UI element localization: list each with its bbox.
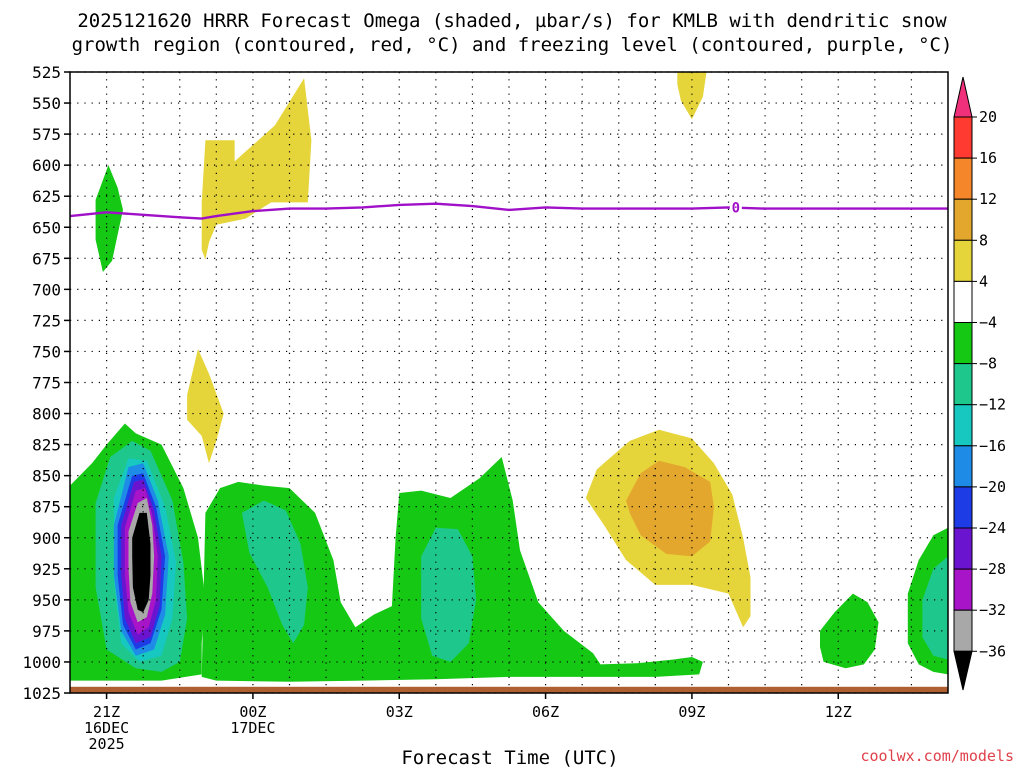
omega-region-green-upper-21z <box>95 165 123 272</box>
colorbar-label-5: −4 <box>979 314 997 332</box>
y-tick-label-525: 525 <box>32 63 61 82</box>
colorbar-label-1: 16 <box>979 149 997 167</box>
colorbar-label-9: −20 <box>979 478 1006 496</box>
freezing-level-label: 0 <box>732 200 740 216</box>
colorbar-label-0: 20 <box>979 108 997 126</box>
y-tick-label-825: 825 <box>32 436 61 455</box>
colorbar-label-8: −16 <box>979 437 1006 455</box>
colorbar-label-13: −36 <box>979 642 1006 660</box>
y-tick-label-675: 675 <box>32 249 61 268</box>
x-tick-label-06Z-1: 06Z <box>532 703 559 721</box>
omega-region-black-low-21z <box>132 512 151 613</box>
y-tick-label-850: 850 <box>32 467 61 486</box>
omega-region-orange-low-0800 <box>626 460 714 557</box>
colorbar-band-9 <box>953 445 973 488</box>
colorbar-label-10: −24 <box>979 519 1006 537</box>
y-tick-label-875: 875 <box>32 498 61 517</box>
x-tick-label-21Z-1: 21Z <box>93 703 120 721</box>
omega-region-yellow-mid-2200 <box>187 349 224 464</box>
colorbar-label-7: −12 <box>979 396 1006 414</box>
y-tick-label-950: 950 <box>32 591 61 610</box>
colorbar-band-2 <box>953 157 973 200</box>
omega-region-yellow-upper-2130 <box>201 78 312 260</box>
colorbar-label-6: −8 <box>979 355 997 373</box>
colorbar-top-arrow <box>953 76 973 118</box>
y-tick-label-1000: 1000 <box>22 653 61 672</box>
omega-region-yellow-top-09z <box>677 72 707 120</box>
credit-text: coolwx.com/models <box>860 747 1014 765</box>
y-tick-label-600: 600 <box>32 156 61 175</box>
omega-region-teal-low-1330 <box>922 556 948 660</box>
chart-title-line-2: growth region (contoured, red, °C) and f… <box>72 34 953 56</box>
colorbar-band-8 <box>953 404 973 447</box>
colorbar-band-5 <box>953 280 973 323</box>
colorbar-band-1 <box>953 116 973 159</box>
colorbar: 20 16 12 8 4 −4 −8 −12 −16 −20 −24 −28 −32 −36 <box>953 76 1006 691</box>
chart-title-line-1: 2025121620 HRRR Forecast Omega (shaded, … <box>77 10 947 32</box>
colorbar-label-2: 12 <box>979 190 997 208</box>
y-tick-label-650: 650 <box>32 218 61 237</box>
omega-region-green-low-1230 <box>820 593 879 669</box>
x-tick-label-00Z-1: 00Z <box>239 703 266 721</box>
colorbar-band-6 <box>953 322 973 365</box>
colorbar-band-11 <box>953 527 973 570</box>
y-tick-label-925: 925 <box>32 560 61 579</box>
colorbar-band-13 <box>953 609 973 652</box>
omega-region-teal-low-00z <box>241 500 308 644</box>
x-tick-label-09Z-1: 09Z <box>678 703 705 721</box>
freezing-level-line <box>69 202 948 220</box>
ground-strip <box>70 686 948 693</box>
y-tick-label-550: 550 <box>32 94 61 113</box>
y-tick-label-700: 700 <box>32 280 61 299</box>
y-tick-label-1025: 1025 <box>22 684 61 703</box>
x-tick-label-21Z-2: 16DEC <box>84 719 129 737</box>
y-tick-label-900: 900 <box>32 529 61 548</box>
colorbar-band-4 <box>953 239 973 282</box>
y-axis-ticks: 525 550 575 600 625 650 675 700 725 750 775 800 825 8… <box>22 63 70 703</box>
colorbar-band-3 <box>953 198 973 241</box>
colorbar-band-7 <box>953 363 973 406</box>
y-tick-label-975: 975 <box>32 622 61 641</box>
colorbar-label-11: −28 <box>979 560 1006 578</box>
x-tick-label-21Z-3: 2025 <box>89 735 125 753</box>
y-tick-label-750: 750 <box>32 342 61 361</box>
x-tick-label-00Z-2: 17DEC <box>230 719 275 737</box>
y-tick-label-800: 800 <box>32 405 61 424</box>
x-tick-label-03Z-1: 03Z <box>386 703 413 721</box>
grid-lines <box>70 71 948 694</box>
colorbar-label-3: 8 <box>979 231 988 249</box>
y-tick-label-725: 725 <box>32 311 61 330</box>
y-tick-label-625: 625 <box>32 187 61 206</box>
x-tick-label-12Z-1: 12Z <box>825 703 852 721</box>
shaded-omega-field <box>70 72 948 682</box>
colorbar-label-4: 4 <box>979 272 988 290</box>
y-tick-label-575: 575 <box>32 125 61 144</box>
ground-surface <box>70 686 948 693</box>
freezing-label-bg <box>729 199 742 215</box>
colorbar-band-10 <box>953 486 973 529</box>
freezing-level-layer: 0 <box>69 199 948 220</box>
colorbar-label-12: −32 <box>979 601 1006 619</box>
colorbar-band-12 <box>953 568 973 611</box>
omega-region-teal-low-0400 <box>421 527 477 662</box>
x-axis-label: Forecast Time (UTC) <box>401 747 618 768</box>
colorbar-bottom-arrow <box>953 650 973 691</box>
y-tick-label-775: 775 <box>32 374 61 393</box>
